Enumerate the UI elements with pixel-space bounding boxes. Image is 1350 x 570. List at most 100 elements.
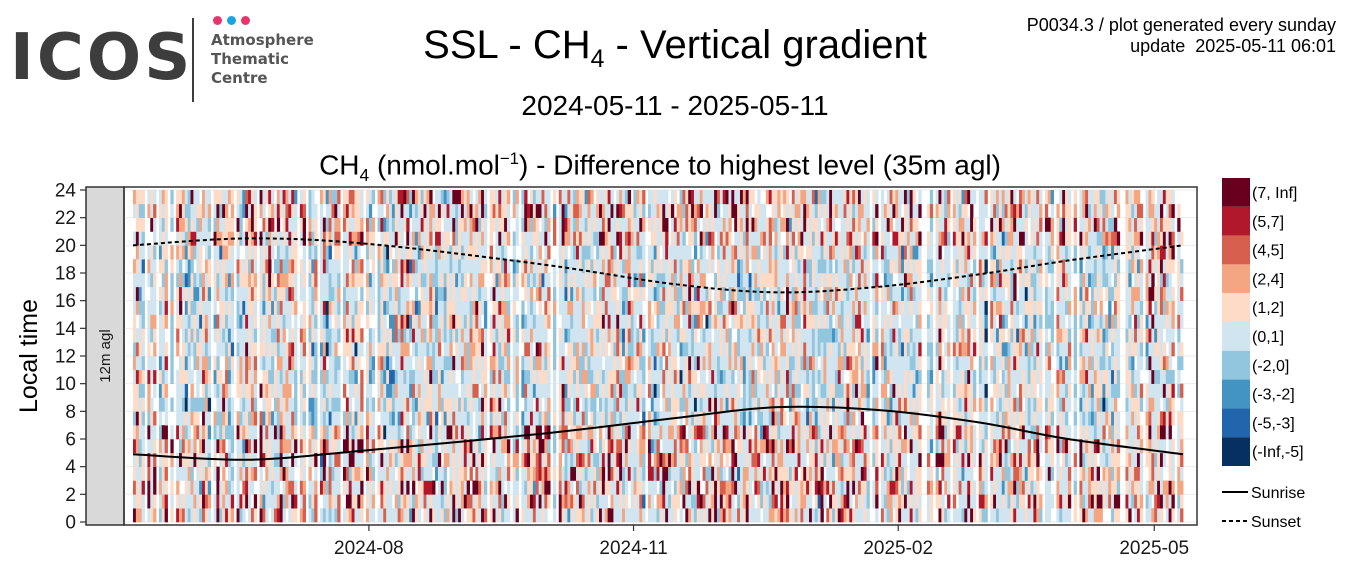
heatmap-tile: [501, 245, 505, 260]
heatmap-tile: [308, 259, 312, 274]
heatmap-tile: [181, 466, 186, 481]
heatmap-tile: [334, 259, 338, 274]
heatmap-tile: [455, 356, 459, 371]
heatmap-tile: [371, 494, 376, 509]
heatmap-tile: [319, 300, 324, 315]
heatmap-tile: [619, 397, 623, 412]
heatmap-tile: [423, 259, 427, 274]
heatmap-tile: [544, 397, 548, 412]
heatmap-tile: [745, 383, 750, 398]
heatmap-tile: [325, 328, 330, 343]
heatmap-tile: [596, 314, 600, 329]
heatmap-tile: [135, 190, 140, 205]
heatmap-tile: [619, 411, 623, 426]
heatmap-tile: [587, 273, 591, 288]
heatmap-tile: [817, 328, 821, 343]
heatmap-tile: [811, 190, 816, 205]
heatmap-tile: [708, 286, 712, 301]
heatmap-tile: [504, 508, 508, 523]
heatmap-tile: [653, 286, 657, 301]
heatmap-tile: [311, 397, 315, 412]
heatmap-tile: [170, 356, 174, 371]
heatmap-tile: [515, 439, 519, 454]
heatmap-tile: [650, 369, 655, 384]
heatmap-tile: [458, 494, 462, 509]
heatmap-tile: [389, 508, 393, 523]
heatmap-tile: [245, 217, 249, 232]
heatmap-tile: [576, 217, 580, 232]
heatmap-tile: [319, 259, 324, 274]
heatmap-tile: [777, 259, 781, 274]
heatmap-tile: [573, 245, 577, 260]
heatmap-tile: [685, 397, 689, 412]
heatmap-tile: [650, 231, 655, 246]
heatmap-tile: [647, 259, 652, 274]
heatmap-tile: [524, 217, 528, 232]
heatmap-tile: [734, 356, 738, 371]
heatmap-tile: [230, 439, 235, 454]
heatmap-tile: [538, 259, 542, 274]
heatmap-tile: [446, 190, 450, 205]
heatmap-tile: [181, 452, 186, 467]
heatmap-tile: [322, 508, 327, 523]
heatmap-tile: [478, 342, 482, 357]
heatmap-tile: [783, 300, 787, 315]
heatmap-tile: [593, 328, 597, 343]
heatmap-tile: [386, 286, 390, 301]
heatmap-tile: [489, 328, 493, 343]
heatmap-tile: [308, 342, 312, 357]
heatmap-tile: [158, 425, 163, 440]
heatmap-tile: [265, 411, 269, 426]
heatmap-tile: [673, 480, 678, 495]
heatmap-tile: [294, 245, 298, 260]
heatmap-tile: [452, 245, 456, 260]
heatmap-tile: [452, 425, 456, 440]
heatmap-tile: [294, 203, 298, 218]
heatmap-tile: [734, 203, 738, 218]
heatmap-tile: [394, 369, 399, 384]
heatmap-tile: [737, 342, 741, 357]
heatmap-tile: [731, 452, 735, 467]
heatmap-tile: [334, 411, 338, 426]
heatmap-tile: [383, 286, 387, 301]
heatmap-tile: [337, 300, 341, 315]
heatmap-tile: [803, 439, 807, 454]
heatmap-tile: [414, 314, 419, 329]
heatmap-tile: [337, 425, 341, 440]
heatmap-tile: [397, 508, 401, 523]
heatmap-tile: [489, 452, 493, 467]
heatmap-tile: [584, 286, 588, 301]
heatmap-tile: [187, 245, 191, 260]
heatmap-tile: [389, 217, 393, 232]
heatmap-tile: [754, 259, 758, 274]
heatmap-tile: [570, 411, 574, 426]
heatmap-tile: [337, 245, 341, 260]
heatmap-tile: [481, 508, 485, 523]
heatmap-tile: [463, 286, 468, 301]
heatmap-tile: [662, 439, 666, 454]
heatmap-tile: [452, 452, 456, 467]
heatmap-tile: [432, 217, 436, 232]
heatmap-tile: [311, 314, 315, 329]
heatmap-tile: [570, 508, 574, 523]
heatmap-tile: [492, 286, 496, 301]
heatmap-tile: [135, 286, 140, 301]
heatmap-tile: [199, 397, 203, 412]
heatmap-tile: [587, 286, 591, 301]
heatmap-tile: [262, 480, 266, 495]
heatmap-tile: [553, 231, 557, 246]
heatmap-tile: [800, 452, 804, 467]
heatmap-tile: [691, 300, 695, 315]
heatmap-tile: [311, 452, 315, 467]
heatmap-tile: [696, 190, 701, 205]
heatmap-tile: [765, 356, 770, 371]
heatmap-tile: [389, 300, 393, 315]
heatmap-tile: [164, 411, 168, 426]
heatmap-tile: [322, 397, 327, 412]
heatmap-tile: [765, 480, 770, 495]
heatmap-tile: [653, 383, 657, 398]
heatmap-tile: [670, 397, 675, 412]
heatmap-tile: [590, 342, 594, 357]
heatmap-tile: [728, 342, 732, 357]
heatmap-tile: [412, 369, 416, 384]
